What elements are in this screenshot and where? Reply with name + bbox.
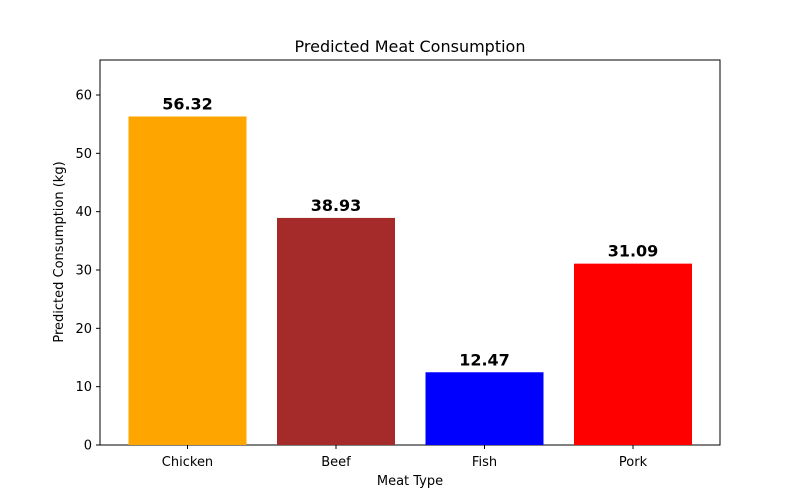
y-tick-label-60: 60 xyxy=(75,89,92,104)
bar-chicken xyxy=(128,116,247,445)
bar-fish xyxy=(425,372,544,445)
data-label-fish: 12.47 xyxy=(459,350,510,369)
y-axis-title: Predicted Consumption (kg) xyxy=(52,161,67,342)
y-tick-label-20: 20 xyxy=(75,322,92,337)
x-tick-label-fish: Fish xyxy=(472,455,497,470)
x-axis: Chicken Beef Fish Pork xyxy=(162,445,648,470)
y-tick-label-40: 40 xyxy=(75,205,92,220)
y-tick-label-50: 50 xyxy=(75,147,92,162)
x-tick-label-beef: Beef xyxy=(321,455,351,470)
y-axis: 0 10 20 30 40 50 60 xyxy=(75,89,100,454)
y-tick-label-0: 0 xyxy=(84,439,92,454)
plot-area: 56.32 38.93 12.47 31.09 xyxy=(99,59,721,446)
x-axis-title: Meat Type xyxy=(377,474,443,489)
chart-title: Predicted Meat Consumption xyxy=(295,37,526,56)
x-tick-label-chicken: Chicken xyxy=(162,455,213,470)
bar-beef xyxy=(277,217,395,445)
bars-group xyxy=(128,116,692,445)
data-label-pork: 31.09 xyxy=(608,242,659,261)
data-labels-group: 56.32 38.93 12.47 31.09 xyxy=(162,94,658,369)
bar-pork xyxy=(574,263,692,445)
y-tick-label-10: 10 xyxy=(75,380,92,395)
data-label-beef: 38.93 xyxy=(311,196,362,215)
data-label-chicken: 56.32 xyxy=(162,94,213,113)
x-tick-label-pork: Pork xyxy=(619,455,648,470)
plot-frame xyxy=(99,59,721,446)
y-tick-label-30: 30 xyxy=(75,264,92,279)
